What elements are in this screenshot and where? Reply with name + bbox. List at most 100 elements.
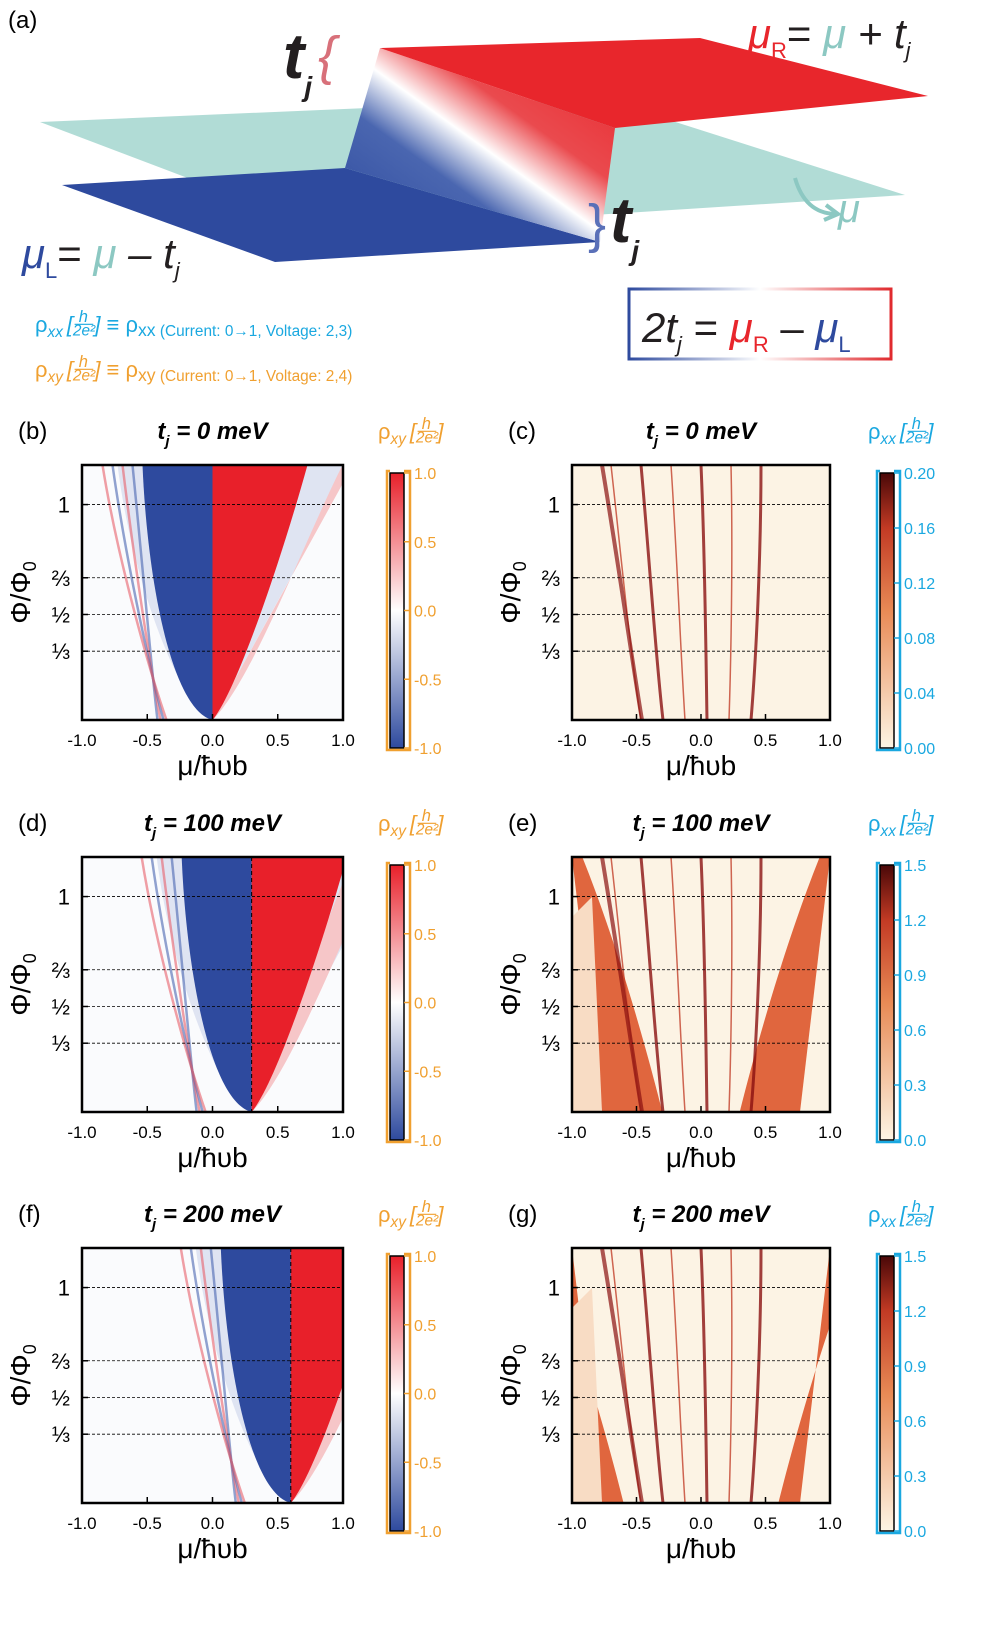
x-tick-label: -0.5 (133, 731, 162, 750)
x-tick-label: 0.5 (754, 731, 778, 750)
x-tick-label: -0.5 (133, 1514, 162, 1533)
colorbar-tick-label: 0.08 (904, 631, 935, 648)
y-tick-label: ½ (52, 602, 70, 627)
colorbar-tick-label: -1.0 (414, 741, 442, 758)
x-tick-label: 0.0 (689, 1123, 713, 1142)
colorbar-tick-label: 0.3 (904, 1078, 926, 1095)
colorbar (879, 864, 895, 1141)
left-plane (62, 168, 600, 262)
colorbar-tick-label: 1.0 (414, 466, 436, 483)
panel-title: tj = 0 meV (157, 418, 269, 450)
y-axis-label: Φ/Φ0 (5, 561, 40, 623)
x-tick-label: -1.0 (67, 731, 96, 750)
heatmap-streak (600, 857, 644, 1112)
heatmap-streak (600, 465, 644, 720)
box-equation: 2tj = μR – μL (641, 304, 851, 357)
bracket: ] (925, 811, 934, 836)
fraction-den: 2e² (72, 367, 96, 384)
tj-top: tj{ (283, 20, 340, 102)
colorbar-tick-label: 0.9 (904, 1359, 926, 1376)
colorbar-tick-label: -1.0 (414, 1133, 442, 1150)
text-part: xx (880, 431, 898, 448)
y-tick-label: ⅓ (52, 1422, 70, 1447)
heatmap-streak (639, 1248, 665, 1503)
heatmap-streak (670, 1248, 686, 1503)
x-tick-label: 0.5 (266, 731, 290, 750)
text-part: (Current: 0→1, Voltage: 2,3) (156, 323, 353, 340)
y-tick-label: ⅔ (52, 1349, 70, 1374)
heatmap-streak (101, 465, 168, 720)
text-part: 0 (510, 953, 530, 963)
rho-symbol: ρxx (868, 811, 897, 840)
bracket: ] (435, 811, 444, 836)
mu-r-equation: μR= μ + tj (747, 10, 912, 63)
text-part: ρ (868, 811, 881, 836)
text-part: (Current: 0→1, Voltage: 2,4) (156, 368, 353, 385)
heatmap-streak (728, 465, 733, 720)
colorbar-tick-label: 0.5 (414, 535, 436, 552)
panel-title: tj = 0 meV (646, 418, 758, 450)
y-tick-label: 1 (548, 1276, 560, 1301)
heatmap-streak (600, 1248, 644, 1503)
text-part: = (57, 230, 93, 277)
x-tick-label: 1.0 (331, 1514, 355, 1533)
heatmap-streak (749, 857, 763, 1112)
panel-label: (d) (18, 810, 47, 837)
heatmap-streak (699, 465, 709, 720)
heatmap-region (220, 1248, 291, 1503)
y-axis-label: Φ/Φ0 (495, 953, 530, 1015)
x-tick-label: -0.5 (133, 1123, 162, 1142)
x-tick-label: -1.0 (67, 1123, 96, 1142)
text-part: j (627, 235, 640, 266)
text-part: t (633, 810, 642, 837)
colorbar-frame (875, 861, 902, 1144)
colorbar-tick-label: -0.5 (414, 672, 442, 689)
y-tick-label: ⅓ (542, 1422, 560, 1447)
plot-frame (80, 855, 345, 1114)
text-part: xy (390, 431, 408, 448)
bracket: ] (92, 357, 101, 382)
x-tick-label: 0.5 (754, 1514, 778, 1533)
fraction-num: h (912, 807, 921, 825)
heatmap-region (142, 465, 213, 720)
y-tick-label: ⅓ (52, 639, 70, 664)
heatmap-region (572, 897, 602, 1112)
text-part: xy (390, 1214, 408, 1231)
fraction-den: 2e² (415, 429, 439, 446)
fraction-num: h (79, 353, 88, 371)
heatmap-streak (670, 465, 686, 720)
mu-l-equation: μL= μ – tj (21, 230, 181, 283)
text-part: t (633, 1201, 642, 1228)
text-part: ρ (868, 1202, 881, 1227)
text-part: = (682, 304, 730, 351)
x-tick-label: 0.0 (689, 731, 713, 750)
fraction-num: h (912, 415, 921, 433)
bracket: [ (899, 1202, 908, 1227)
heatmap (572, 857, 830, 1112)
text-part: = 200 meV (645, 1201, 772, 1228)
text-part: Φ/Φ (495, 1354, 526, 1406)
y-tick-label: ½ (542, 602, 560, 627)
y-tick-label: 1 (58, 885, 70, 910)
y-axis-label: Φ/Φ0 (5, 1344, 40, 1406)
heatmap-region (739, 857, 830, 1112)
y-tick-label: ⅓ (542, 1031, 560, 1056)
text-part: μ (729, 304, 753, 351)
text-part: μ (814, 304, 838, 351)
rho-symbol: ρxy (378, 419, 407, 448)
colorbar-frame (875, 469, 902, 752)
text-part: xx (880, 1214, 898, 1231)
heatmap-region (290, 1248, 343, 1503)
x-tick-label: 1.0 (818, 731, 842, 750)
y-tick-label: ½ (52, 994, 70, 1019)
fraction-den: 2e² (905, 429, 929, 446)
text-part: – t (116, 230, 177, 277)
heatmap-streak (121, 465, 162, 720)
text-part: ρ (378, 811, 391, 836)
heatmap-streak (199, 1248, 241, 1503)
bracket: ] (435, 1202, 444, 1227)
colorbar-tick-label: -1.0 (414, 1524, 442, 1541)
panel-title: tj = 100 meV (144, 810, 283, 842)
text-part: j (150, 825, 157, 842)
